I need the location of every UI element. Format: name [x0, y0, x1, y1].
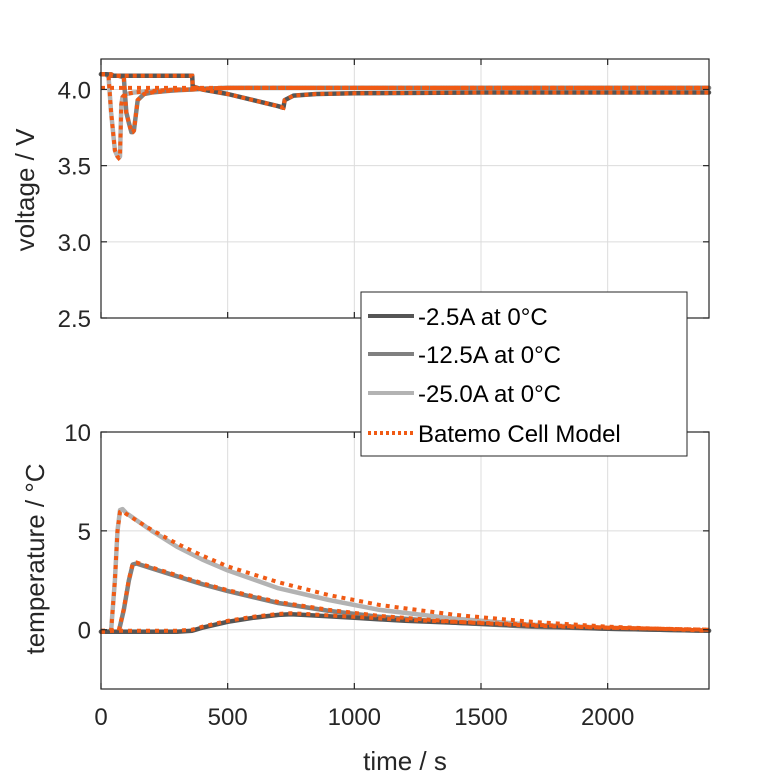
temperature-background — [101, 432, 709, 689]
temperature-plot-area — [98, 506, 712, 634]
voltage-ytick-label: 3.0 — [58, 230, 91, 257]
temperature-model-overlay-12-5a-at-0-c — [101, 560, 710, 633]
legend-box — [360, 291, 688, 457]
legend-label-batemo: Batemo Cell Model — [418, 421, 621, 448]
temperature-xtick-label: 0 — [94, 704, 107, 731]
voltage-axes: 2.5 3.0 3.5 4.0 voltage / V — [10, 58, 712, 333]
temperature-ylabel: temperature / °C — [20, 463, 50, 654]
voltage-ytick-label: 3.5 — [58, 154, 91, 181]
voltage-ylabel: voltage / V — [10, 128, 40, 252]
temperature-xtick-label: 2000 — [581, 704, 634, 731]
temperature-ytick-label: 5 — [78, 519, 91, 546]
legend-entry-12p5A: -12.5A at 0°C — [368, 342, 561, 369]
temperature-ticks: 0 500 1000 1500 2000 0 5 10 — [64, 420, 709, 731]
temperature-series-25-0a-at-0-c — [98, 506, 712, 634]
temperature-ytick-label: 10 — [64, 420, 91, 447]
voltage-grid — [101, 59, 709, 318]
legend: -2.5A at 0°C -12.5A at 0°C -25.0A at 0°C… — [360, 291, 688, 457]
legend-label-2p5A: -2.5A at 0°C — [418, 304, 548, 331]
temperature-xtick-label: 500 — [208, 704, 248, 731]
temperature-model-overlay-2-5a-at-0-c — [101, 611, 710, 633]
voltage-ytick-label: 4.0 — [58, 77, 91, 104]
temperature-xtick-label: 1500 — [454, 704, 507, 731]
temperature-grid — [101, 431, 709, 689]
legend-entry-25A: -25.0A at 0°C — [368, 381, 561, 408]
temperature-xtick-label: 1000 — [328, 704, 381, 731]
legend-label-12p5A: -12.5A at 0°C — [418, 342, 561, 369]
voltage-ytick-label: 2.5 — [58, 306, 91, 333]
voltage-plot-area — [98, 71, 712, 162]
legend-entry-batemo: Batemo Cell Model — [368, 421, 621, 448]
temperature-axes: 0 500 1000 1500 2000 0 5 10 temperature / °C ti… — [20, 420, 712, 776]
legend-label-25A: -25.0A at 0°C — [418, 381, 561, 408]
temperature-ytick-label: 0 — [78, 618, 91, 645]
voltage-background — [101, 59, 709, 318]
legend-entry-2p5A: -2.5A at 0°C — [368, 304, 548, 331]
time-xlabel: time / s — [363, 746, 447, 776]
